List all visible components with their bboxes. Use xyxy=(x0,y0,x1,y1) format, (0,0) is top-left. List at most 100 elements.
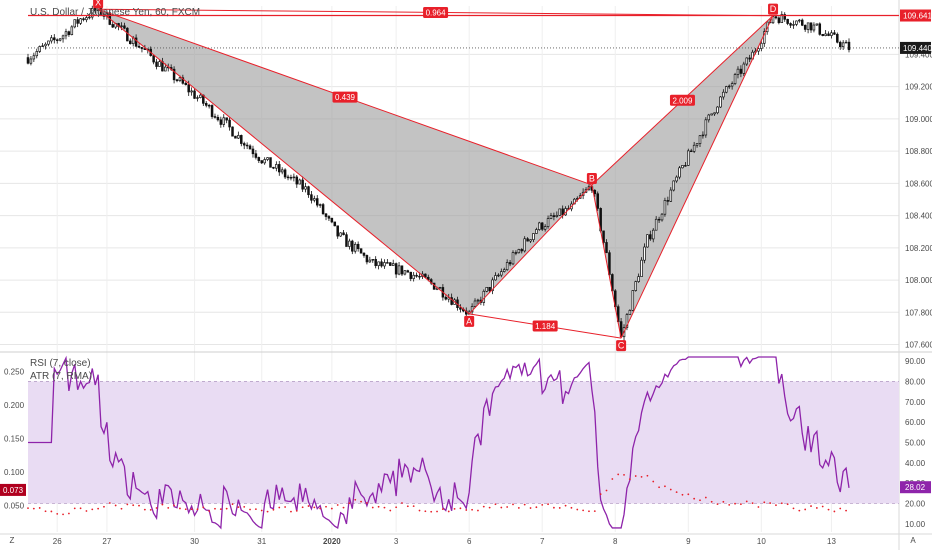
candle-body xyxy=(438,287,442,289)
atr-dot xyxy=(167,506,170,509)
atr-dot xyxy=(617,473,620,476)
candle-body xyxy=(444,296,448,300)
atr-dot xyxy=(307,505,310,507)
pattern-point-x[interactable]: X xyxy=(93,0,104,9)
atr-dot xyxy=(517,507,520,509)
candle-body xyxy=(520,249,524,252)
candle-body xyxy=(342,232,345,236)
candle-body xyxy=(111,24,114,28)
candle-body xyxy=(304,186,307,190)
ratio-tag-label: 1.184 xyxy=(535,322,556,331)
atr-dot xyxy=(73,507,76,510)
atr-dot xyxy=(155,507,158,509)
ratio-tag-box xyxy=(669,94,695,106)
candle-body xyxy=(675,176,678,182)
candle-body xyxy=(237,135,240,139)
atr-dot xyxy=(477,509,479,512)
ratio-tag-box xyxy=(532,320,558,332)
candle-body xyxy=(67,31,71,35)
candle-body xyxy=(327,216,331,219)
atr-dot xyxy=(412,505,415,508)
candle-body xyxy=(739,68,743,74)
atr-dot xyxy=(68,512,70,515)
pattern-point-c[interactable]: C xyxy=(616,340,627,352)
candle-body xyxy=(164,66,167,72)
atr-dot xyxy=(27,507,29,510)
candle-body xyxy=(47,40,50,45)
atr-dot xyxy=(395,506,398,509)
rsi-legend: RSI (7, close) xyxy=(30,358,91,369)
candle-body xyxy=(143,48,147,50)
candle-body xyxy=(301,179,304,190)
candle-body xyxy=(199,94,202,98)
atr-dot xyxy=(453,507,456,510)
pattern-point-d[interactable]: D xyxy=(768,3,779,15)
candle-body xyxy=(64,31,68,37)
candle-body xyxy=(178,77,182,82)
atr-dot xyxy=(360,500,362,503)
atr-dot xyxy=(845,509,847,512)
ratio-tag-bd[interactable]: 2.009 xyxy=(669,94,695,106)
rsi-tick-label: 40.00 xyxy=(905,459,926,468)
candle-body xyxy=(795,20,798,25)
candle-body xyxy=(172,68,176,81)
candle-body xyxy=(70,26,74,35)
ratio-tag-xb[interactable]: 0.439 xyxy=(332,91,358,103)
candle-body xyxy=(485,286,488,292)
atr-dot xyxy=(815,507,818,509)
pattern-point-b[interactable]: B xyxy=(586,172,597,184)
time-tick-label: 30 xyxy=(190,537,199,546)
atr-dot xyxy=(243,505,246,508)
candle-body xyxy=(605,242,608,254)
rsi-tick-label: 10.00 xyxy=(905,520,926,529)
candle-body xyxy=(821,33,824,37)
ratio-tag-ac[interactable]: 1.184 xyxy=(532,320,558,332)
atr-dot xyxy=(342,506,345,509)
atr-dot xyxy=(38,507,41,509)
pattern-labels[interactable]: X A B C D 0.964 0.439 1.184 2.009 xyxy=(93,0,779,352)
atr-dot xyxy=(804,508,807,511)
candle-body xyxy=(76,19,79,24)
candle-body xyxy=(488,286,491,292)
candle-body xyxy=(260,160,263,164)
candle-body xyxy=(263,159,266,164)
candle-body xyxy=(38,46,41,52)
candle-body xyxy=(394,263,398,275)
candle-body xyxy=(806,22,810,30)
atr-dot xyxy=(599,493,602,496)
atr-tick-label: 0.200 xyxy=(4,401,25,410)
ratio-tag-xd[interactable]: 0.964 xyxy=(423,6,449,18)
candle-body xyxy=(710,113,713,116)
pattern-point-a[interactable]: A xyxy=(464,315,475,327)
candle-body xyxy=(546,218,550,227)
candle-body xyxy=(733,74,737,84)
atr-tick-label: 0.100 xyxy=(4,468,25,477)
candle-body xyxy=(406,270,410,273)
candle-body xyxy=(196,97,199,99)
candle-body xyxy=(207,104,211,107)
candle-body xyxy=(295,176,299,185)
rsi-last-label: 28.02 xyxy=(905,483,926,492)
atr-dot xyxy=(465,509,468,511)
atr-dot xyxy=(780,502,783,505)
atr-tick-label: 0.250 xyxy=(4,368,25,377)
axes: 109.400 109.200 109.000 108.800 108.600 108.4… xyxy=(0,9,932,546)
atr-dot xyxy=(120,507,123,510)
time-tick-label: 10 xyxy=(757,537,766,546)
atr-dot xyxy=(605,489,608,492)
candle-body xyxy=(120,25,123,27)
candle-body xyxy=(91,8,94,18)
candle-body xyxy=(356,243,360,250)
candle-body xyxy=(251,148,255,155)
candle-body xyxy=(844,41,848,44)
candle-body xyxy=(44,43,47,47)
pattern-point-box xyxy=(768,3,779,15)
candle-body xyxy=(269,157,272,168)
atr-dot xyxy=(658,486,660,489)
candle-body xyxy=(841,42,845,48)
time-tick-label: 9 xyxy=(686,537,691,546)
atr-dot xyxy=(44,510,47,513)
atr-dot xyxy=(628,478,631,481)
candle-body xyxy=(491,279,494,292)
